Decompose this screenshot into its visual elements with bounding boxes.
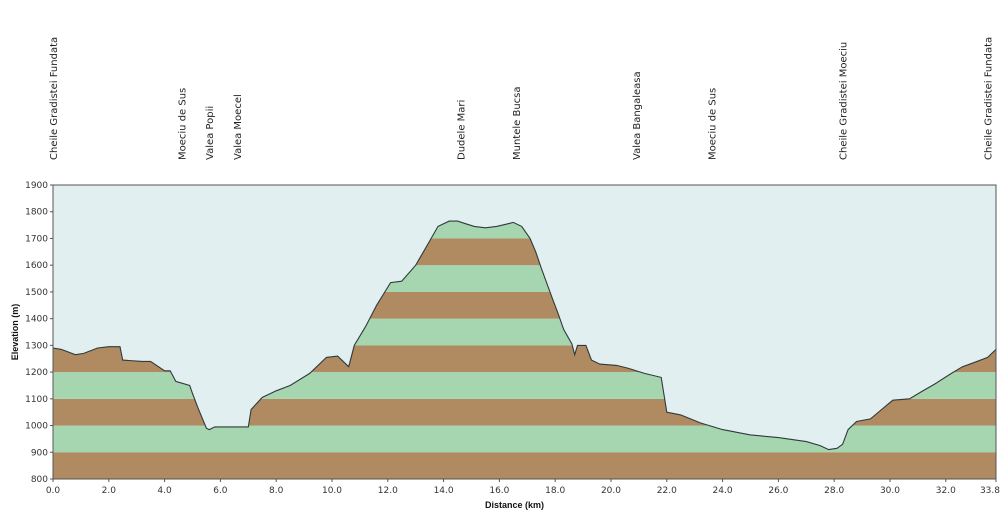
- y-axis: 800 900 1000 1100 1200 1300 1400 1500 1600 1700 18…: [25, 181, 53, 485]
- x-tick-label: 18.0: [545, 486, 565, 496]
- x-tick-label: 2.0: [102, 486, 117, 496]
- waypoint-label: Valea Moecel: [233, 94, 244, 160]
- y-axis-title: Elevation (m): [10, 304, 20, 361]
- y-tick-label: 900: [31, 448, 48, 458]
- x-tick-label: 33.8: [980, 486, 1000, 496]
- y-tick-label: 1000: [25, 422, 48, 432]
- waypoint-label: Cheile Gradistei Fundata: [49, 37, 60, 160]
- y-tick-label: 1100: [25, 395, 48, 405]
- elevation-band: [53, 452, 996, 479]
- x-tick-label: 4.0: [157, 486, 172, 496]
- waypoint-label: Cheile Gradistei Moeciu: [839, 42, 850, 160]
- x-tick-label: 12.0: [378, 486, 398, 496]
- x-tick-label: 30.0: [880, 486, 900, 496]
- x-tick-label: 0.0: [46, 486, 61, 496]
- y-tick-label: 1700: [25, 234, 48, 244]
- waypoint-labels: Cheile Gradistei Fundata Moeciu de Sus Val…: [49, 37, 995, 160]
- plot-frame: [52, 184, 997, 480]
- x-tick-label: 14.0: [434, 486, 454, 496]
- x-tick-label: 24.0: [713, 486, 733, 496]
- x-tick-label: 6.0: [213, 486, 228, 496]
- y-tick-label: 1900: [25, 181, 48, 191]
- x-tick-label: 26.0: [768, 486, 788, 496]
- x-tick-label: 20.0: [601, 486, 621, 496]
- waypoint-label: Muntele Bucsa: [512, 86, 523, 160]
- elevation-profile-line: [52, 220, 997, 451]
- y-tick-label: 1400: [25, 315, 48, 325]
- x-tick-label: 16.0: [489, 486, 509, 496]
- y-tick-label: 1800: [25, 208, 48, 218]
- x-tick-label: 32.0: [936, 486, 956, 496]
- x-tick-label: 8.0: [269, 486, 284, 496]
- y-tick-label: 1500: [25, 288, 48, 298]
- x-axis-title: Distance (km): [485, 500, 544, 510]
- waypoint-label: Valea Popii: [205, 106, 216, 160]
- x-tick-label: 10.0: [322, 486, 342, 496]
- waypoint-label: Moeciu de Sus: [177, 88, 188, 160]
- elevation-band: [53, 425, 996, 453]
- y-tick-label: 1600: [25, 261, 48, 271]
- y-tick-label: 1200: [25, 368, 48, 378]
- waypoint-label: Moeciu de Sus: [707, 88, 718, 160]
- x-tick-label: 28.0: [824, 486, 844, 496]
- y-tick-label: 800: [31, 475, 48, 485]
- x-tick-label: 22.0: [657, 486, 677, 496]
- waypoint-label: Valea Bangaleasa: [632, 71, 643, 160]
- waypoint-label: Dudele Mari: [456, 100, 467, 160]
- y-tick-label: 1300: [25, 341, 48, 351]
- waypoint-label: Cheile Gradistei Fundata: [984, 37, 995, 160]
- x-axis: 0.0 2.0 4.0 6.0 8.0 10.0 12.0 14.0 16.0 18.0 20.0 2…: [46, 479, 1000, 496]
